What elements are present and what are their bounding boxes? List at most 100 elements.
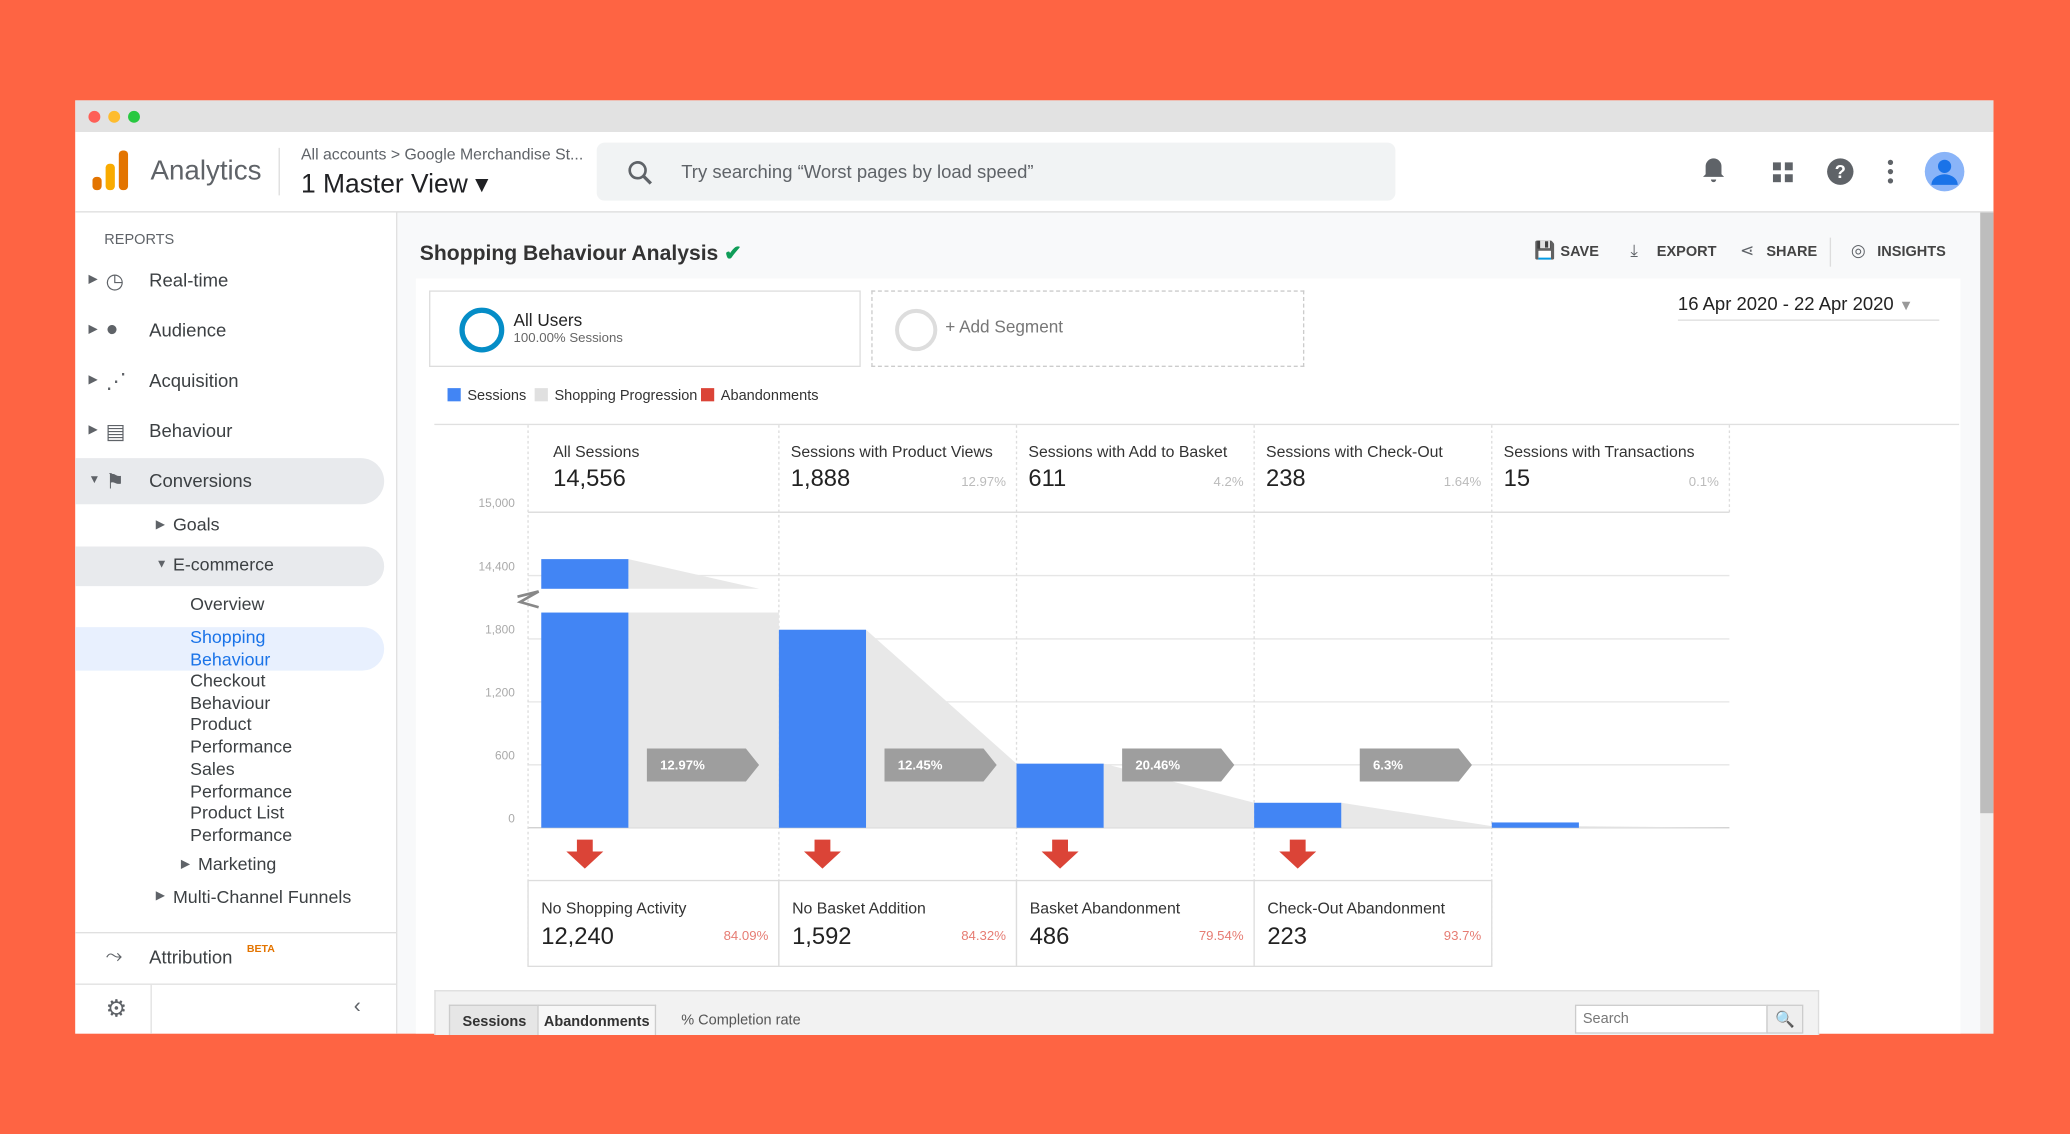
nav-item[interactable]: Behaviour [149,419,233,441]
bell[interactable] [1702,158,1725,183]
abandon-value: 486 [1030,923,1070,950]
action-icon: ⋖ [1739,240,1755,261]
search-box[interactable]: Try searching “Worst pages by load speed… [596,142,1396,201]
nav-item[interactable]: E-commerce [172,554,274,575]
abandon-share: 84.32% [961,928,1006,943]
segment[interactable]: All Users 100.00% Sessions [429,290,861,368]
stage-value: 14,556 [553,465,626,492]
action-button[interactable]: INSIGHTS [1877,244,1946,261]
settings[interactable]: ⚙ [105,995,127,1022]
apps[interactable] [1772,162,1793,183]
table-tab[interactable]: Sessions [448,1004,540,1035]
scrollbar [1980,212,1994,1034]
legend-label: Abandonments [720,388,819,404]
action-icon: ◎ [1850,240,1866,261]
add-segment[interactable]: + Add Segment [871,290,1305,368]
nav-item[interactable]: Overview [190,594,265,614]
view-selector[interactable]: 1 Master View ▾ [300,170,489,200]
table-search[interactable]: Search [1574,1004,1768,1034]
abandon-arrow [803,839,841,869]
abandon-share: 93.7% [1444,928,1482,943]
nav-caret: ▼ [155,557,168,571]
divider [75,932,397,934]
nav-icon: ● [105,318,119,341]
y-tick-label: 0 [508,811,515,825]
bar [778,629,867,828]
stage-value: 1,888 [791,465,850,492]
breadcrumb[interactable]: All accounts > Google Merchandise St... [300,145,584,164]
stage-value: 238 [1266,465,1306,492]
bar [1254,802,1342,828]
nav-icon: ◷ [105,270,125,294]
nav-item[interactable]: Product List Performance [190,802,293,845]
date-range[interactable]: 16 Apr 2020 - 22 Apr 2020 ▼ [1677,293,1940,321]
view-name: 1 Master View [300,170,468,200]
search-button[interactable]: 🔍 [1766,1004,1804,1034]
progression [1341,802,1492,828]
nav-item[interactable]: Real-time [149,269,229,291]
stage-value: 15 [1504,465,1530,492]
action-button[interactable]: SHARE [1766,244,1818,261]
action-button[interactable]: SAVE [1560,244,1599,261]
y-tick-label: 14,400 [479,559,516,573]
stage-name: Sessions with Add to Basket [1028,444,1227,461]
nav-item[interactable]: Checkout Behaviour [190,670,271,713]
abandon-arrow [566,839,604,869]
action-icon: ⤓ [1630,240,1638,261]
nav-item[interactable]: Audience [149,319,227,341]
stage-name: Sessions with Product Views [791,444,993,461]
nav-highlight [75,546,385,587]
completion-rate: 12.97% [660,758,705,773]
top-bar: Analytics All accounts > Google Merchand… [75,132,1994,213]
nav-item[interactable]: Marketing [198,854,277,874]
crumb[interactable]: All accounts [300,145,387,164]
title-bar [75,100,1994,133]
nav-caret: ▶ [88,322,98,336]
close-dot[interactable] [88,110,101,123]
nav-item[interactable]: Multi-Channel Funnels [172,887,352,907]
completion-rate: 12.45% [898,758,943,773]
nav-caret: ▶ [88,422,98,436]
nav-item[interactable]: Goals [172,514,220,535]
bar [1491,822,1579,828]
nav-item[interactable]: Sales Performance [190,759,293,801]
crumb[interactable]: Google Merchandise St... [404,145,584,164]
abandon-box [778,879,1018,968]
stage-share: 1.64% [1444,474,1482,489]
abandon-arrow [1041,839,1079,869]
y-tick-label: 1,800 [485,623,515,637]
svg-text:?: ? [1835,161,1846,182]
max-dot[interactable] [128,110,140,123]
completion-arrow [884,748,997,782]
legend-label: Sessions [467,388,527,404]
completion-arrow [646,748,760,782]
nav-item[interactable]: Conversions [149,469,252,492]
nav-item[interactable]: Attribution [149,946,233,968]
abandon-value: 1,592 [792,923,851,950]
stage-share: 12.97% [961,474,1006,489]
y-tick-label: 1,200 [485,686,515,700]
segment-ring [459,307,505,353]
stage-share: 0.1% [1689,474,1719,489]
stage-name: All Sessions [553,444,639,461]
action-button[interactable]: EXPORT [1656,244,1717,261]
divider [278,147,280,196]
nav-caret: ▶ [88,271,98,286]
abandon-box [1015,879,1255,968]
nav-item[interactable]: Shopping Behaviour [190,627,271,669]
date-text: 16 Apr 2020 - 22 Apr 2020 [1677,293,1894,315]
nav-highlight [75,458,385,505]
scroll-thumb[interactable] [1980,212,1994,814]
stage-share: 4.2% [1214,474,1244,489]
beta-badge: BETA [246,942,275,955]
more[interactable] [1887,159,1894,184]
collapse[interactable]: ‹ [353,995,361,1018]
table-tab[interactable]: Abandonments [537,1004,657,1035]
help[interactable] [1827,158,1854,185]
nav-item[interactable]: Product Performance [190,714,293,757]
stage-value: 611 [1028,465,1066,492]
nav-icon: ⋰ [105,370,127,394]
min-dot[interactable] [108,110,121,123]
nav-item[interactable]: Acquisition [149,369,239,391]
